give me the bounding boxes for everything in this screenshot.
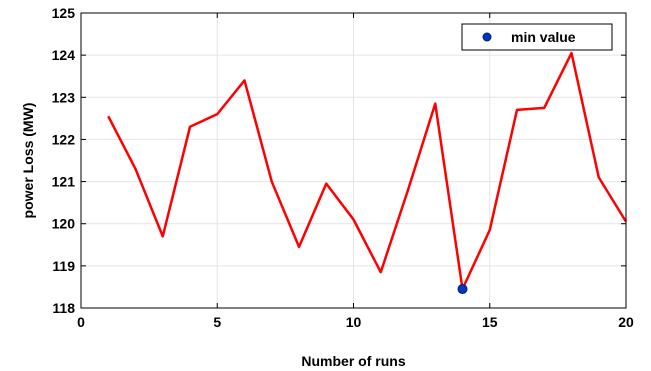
x-tick-label: 5 xyxy=(213,314,221,330)
legend: min value xyxy=(461,23,613,51)
y-tick-label: 123 xyxy=(52,89,76,105)
legend-marker xyxy=(482,32,492,42)
y-tick-label: 125 xyxy=(52,5,76,21)
grid-lines xyxy=(80,12,627,309)
y-tick-label: 121 xyxy=(52,174,76,190)
y-tick-label: 118 xyxy=(52,300,75,316)
legend-label: min value xyxy=(511,29,576,45)
series-layer xyxy=(107,51,628,295)
tick-layer: 0 5 10 15 20 118 119 120 121 122 123 124 125 xyxy=(52,5,634,330)
y-tick-label: 122 xyxy=(52,131,76,147)
x-tick-label: 20 xyxy=(618,314,634,330)
x-tick-label: 15 xyxy=(482,314,498,330)
x-tick-label: 10 xyxy=(346,314,362,330)
y-axis-title: power Loss (MW) xyxy=(20,103,36,219)
x-axis-title: Number of runs xyxy=(301,353,405,369)
y-tick-label: 124 xyxy=(52,47,76,63)
y-tick-label: 120 xyxy=(52,216,76,232)
y-tick-label: 119 xyxy=(52,258,75,274)
x-tick-label: 0 xyxy=(77,314,85,330)
min-value-point xyxy=(457,284,468,295)
series-line xyxy=(107,51,628,291)
